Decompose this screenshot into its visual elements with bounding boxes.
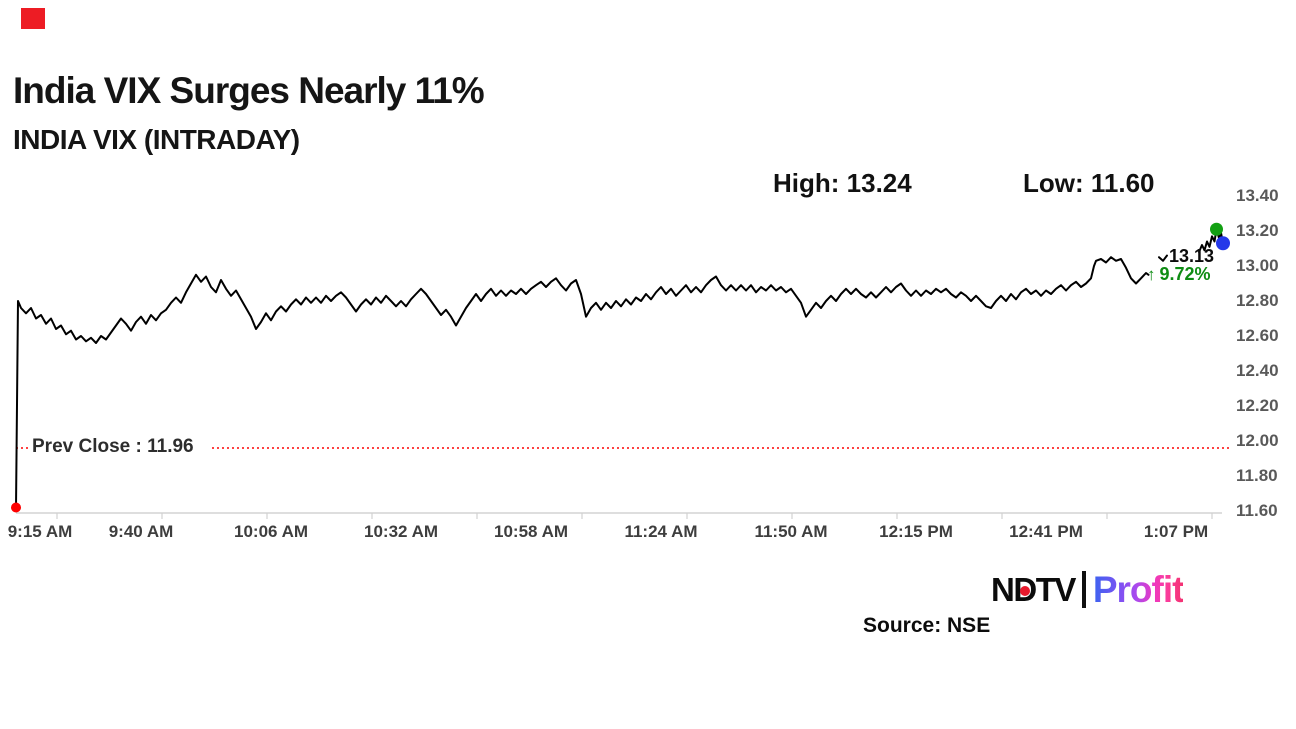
ndtv-red-dot-icon [1020, 586, 1031, 597]
y-axis-label: 12.40 [1236, 361, 1279, 380]
x-axis-label: 12:41 PM [1009, 522, 1083, 541]
x-axis-label: 11:50 AM [754, 522, 828, 541]
profit-logo-text: Profit [1092, 569, 1185, 610]
ndtv-profit-logo: NDTV Profit [991, 569, 1185, 610]
page-title: India VIX Surges Nearly 11% [13, 70, 485, 111]
day-high-marker [1210, 222, 1223, 236]
day-low-marker [11, 502, 21, 513]
source-attribution: Source: NSE [863, 614, 991, 637]
x-axis-label: 9:40 AM [108, 522, 174, 541]
up-arrow-icon: ↑ [1147, 265, 1156, 284]
x-axis-label: 9:15 AM [7, 522, 73, 541]
change-percent-value: 9.72% [1159, 264, 1211, 284]
y-axis-label: 13.00 [1236, 256, 1279, 275]
x-axis-label: 1:07 PM [1143, 522, 1209, 541]
logo-divider [1081, 571, 1086, 608]
y-axis-label: 12.20 [1236, 396, 1279, 415]
price-line-peek [1158, 254, 1168, 262]
ndtv-logo-text: NDTV [991, 571, 1076, 608]
x-axis-label: 10:32 AM [363, 522, 439, 541]
price-line-final [1198, 228, 1224, 253]
change-percent-label: ↑ 9.72% [1147, 264, 1211, 285]
y-axis-label: 12.80 [1236, 291, 1279, 310]
last-price-label: 13.13 [1169, 246, 1215, 266]
y-axis-label: 11.80 [1236, 466, 1278, 485]
prev-close-label: Prev Close : 11.96 [32, 436, 194, 457]
brand-red-square-icon [21, 8, 45, 29]
last-price-marker [1216, 236, 1230, 251]
x-axis-label: 11:24 AM [624, 522, 698, 541]
x-axis-label: 12:15 PM [879, 522, 953, 541]
price-line [15, 256, 1150, 509]
y-axis-label: 11.60 [1236, 501, 1278, 520]
y-axis-label: 13.20 [1236, 221, 1279, 240]
y-axis-label: 12.60 [1236, 326, 1279, 345]
day-high-stat: High: 13.24 [773, 168, 912, 198]
x-axis-label: 10:06 AM [233, 522, 309, 541]
day-low-stat: Low: 11.60 [1023, 168, 1155, 198]
chart-subtitle: INDIA VIX (INTRADAY) [13, 124, 300, 155]
y-axis-label: 13.40 [1236, 186, 1279, 205]
y-axis-label: 12.00 [1236, 431, 1279, 450]
x-axis-label: 10:58 AM [493, 522, 569, 541]
